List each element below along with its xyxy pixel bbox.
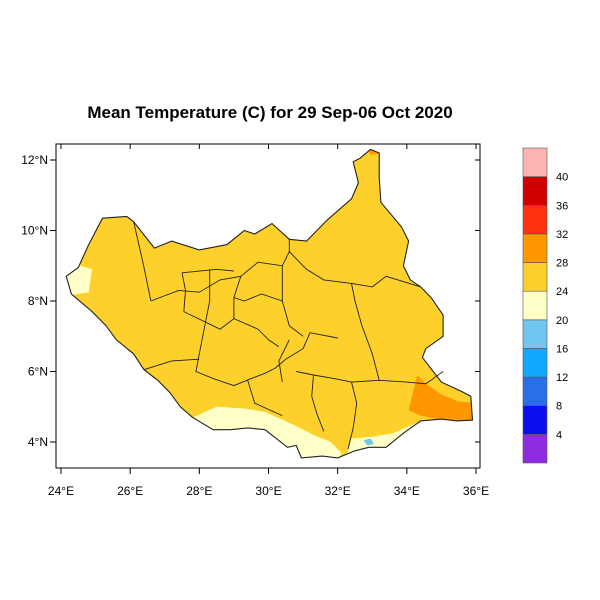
legend-label: 32 <box>556 229 568 241</box>
state-border <box>205 269 211 319</box>
legend-swatch <box>522 319 548 349</box>
legend-swatch <box>522 434 548 464</box>
x-tick-label: 36°E <box>463 484 489 498</box>
legend-label: 24 <box>556 286 568 298</box>
x-tick-label: 28°E <box>186 484 212 498</box>
map-title: Mean Temperature (C) for 29 Sep-06 Oct 2… <box>87 103 452 122</box>
legend-swatch <box>522 405 548 435</box>
legend-swatch <box>522 147 548 177</box>
x-tick-label: 32°E <box>325 484 351 498</box>
state-border <box>181 272 186 312</box>
zone-southeast-corner <box>408 375 473 425</box>
state-border <box>351 371 444 385</box>
state-border <box>311 374 325 432</box>
state-border <box>183 311 235 330</box>
y-tick-label: 4°N <box>28 435 48 449</box>
state-border <box>233 293 283 302</box>
zone-southern-highland <box>363 438 374 446</box>
legend-label: 16 <box>556 344 568 356</box>
state-border <box>150 275 241 302</box>
state-border <box>143 358 200 371</box>
state-border <box>296 371 352 383</box>
legend-swatch <box>522 233 548 263</box>
y-tick-label: 12°N <box>21 153 48 167</box>
legend-label: 20 <box>556 315 568 327</box>
state-border <box>233 318 280 348</box>
x-tick-label: 34°E <box>394 484 420 498</box>
legend-label: 12 <box>556 372 568 384</box>
x-tick-label: 26°E <box>117 484 143 498</box>
legend-swatch <box>522 262 548 292</box>
state-border <box>278 339 290 383</box>
temperature-map <box>65 148 474 459</box>
country-shape <box>66 149 473 458</box>
x-axis: 24°E 26°E 28°E 30°E 32°E 34°E 36°E <box>48 144 489 498</box>
country-outline <box>65 148 474 459</box>
state-border <box>247 380 283 417</box>
legend-swatch <box>522 348 548 378</box>
state-border <box>213 367 276 387</box>
legend-swatch <box>522 290 548 321</box>
legend-swatch <box>522 176 548 206</box>
state-border <box>281 300 304 337</box>
legend-label: 4 <box>556 429 562 441</box>
x-tick-label: 30°E <box>255 484 281 498</box>
state-border <box>347 381 358 450</box>
legend-colorbar: 4 8 12 16 20 24 28 32 36 40 <box>522 147 568 464</box>
state-borders <box>133 221 444 450</box>
legend-label: 8 <box>556 401 562 413</box>
legend-swatch <box>522 204 548 235</box>
y-tick-label: 6°N <box>28 365 48 379</box>
legend-swatch <box>522 376 548 407</box>
y-tick-label: 8°N <box>28 294 48 308</box>
state-border <box>133 221 152 302</box>
state-border <box>195 318 214 380</box>
y-tick-label: 10°N <box>21 224 48 238</box>
state-border <box>275 332 338 369</box>
state-border <box>351 283 380 381</box>
x-tick-label: 24°E <box>48 484 74 498</box>
legend-label: 36 <box>556 200 568 212</box>
legend-label: 40 <box>556 172 568 184</box>
state-border <box>181 268 234 274</box>
y-axis: 4°N 6°N 8°N 10°N 12°N <box>21 153 480 449</box>
legend-label: 28 <box>556 258 568 270</box>
zone-western-tip <box>66 258 93 298</box>
